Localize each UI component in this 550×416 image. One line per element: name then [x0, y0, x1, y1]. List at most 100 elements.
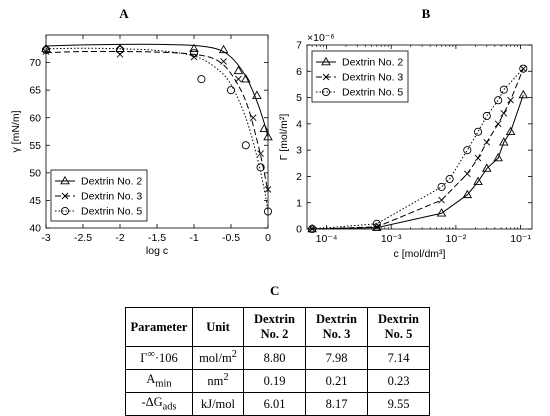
chart-a-series-line-1 — [45, 43, 269, 138]
header-dextrin-3-line2: No. 3 — [322, 327, 351, 341]
chart-a-point — [252, 90, 262, 99]
chart-b-point — [499, 85, 508, 94]
chart-a-legend-label: Dextrin No. 5 — [81, 206, 142, 218]
chart-a-y-axis-label: γ [mN/m] — [10, 110, 22, 152]
header-dextrin-3: Dextrin No. 3 — [305, 307, 368, 347]
chart-a-y-tick-label: 60 — [29, 112, 41, 124]
chart-b-legend-box — [311, 50, 409, 103]
chart-a-series-line-3 — [45, 47, 269, 212]
chart-b-legend-marker — [321, 87, 331, 97]
header-parameter: Parameter — [125, 307, 193, 347]
chart-b-point — [463, 170, 471, 178]
chart-b-point — [307, 223, 317, 233]
chart-b-point — [308, 224, 317, 234]
chart-a-point — [249, 114, 257, 122]
header-dextrin-5-line2: No. 5 — [384, 327, 413, 341]
param-amin: Amin — [125, 369, 193, 393]
chart-b-point — [519, 64, 528, 73]
chart-a-point — [189, 43, 199, 53]
panel-b-label: B — [422, 6, 431, 21]
value-cell: 0.23 — [367, 369, 430, 393]
chart-b-point — [437, 182, 446, 191]
chart-a-point — [220, 58, 227, 65]
chart-b-point — [462, 189, 473, 199]
chart-b-y-tick-label: 0 — [296, 224, 302, 236]
chart-a-legend-marker — [60, 175, 70, 185]
chart-a-y-tick-label: 55 — [29, 140, 41, 152]
chart-b-point — [436, 208, 447, 217]
chart-a-point — [235, 75, 242, 83]
chart-b-legend-label: Dextrin No. 3 — [342, 72, 403, 84]
chart-a-point — [259, 123, 270, 132]
chart-b-point — [438, 196, 445, 204]
chart-b-series-line-2 — [312, 68, 524, 230]
chart-a: -3 -2.5 -2 -1.5 -1 -0.5 0 40 45 50 55 60 65 70 Dextrin… — [10, 34, 273, 257]
chart-a-point — [41, 45, 51, 54]
chart-a-point — [257, 150, 264, 157]
chart-a-y-tick-label: 40 — [29, 223, 41, 235]
chart-a-legend-label: Dextrin No. 2 — [81, 176, 142, 188]
value-cell: 7.98 — [305, 346, 368, 370]
panel-a-label: A — [119, 6, 129, 21]
unit-cell: mol/m2 — [192, 346, 244, 370]
value-cell: 0.21 — [305, 369, 368, 393]
chart-b-point — [500, 110, 508, 117]
chart-a-point — [263, 131, 273, 141]
header-dextrin-5: Dextrin No. 5 — [367, 307, 430, 347]
chart-b-point — [493, 152, 503, 162]
chart-a-y-tick-label: 45 — [29, 195, 41, 207]
chart-a-y-tick-label: 70 — [29, 57, 41, 69]
chart-b-legend-marker — [322, 73, 330, 81]
chart-b-point — [483, 138, 491, 146]
chart-a-x-tick-label: 0 — [265, 232, 271, 244]
chart-a-point — [197, 75, 206, 84]
chart-b-point — [499, 137, 509, 146]
chart-b-y-tick-label: 1 — [296, 197, 302, 209]
chart-b-point — [445, 175, 454, 184]
chart-a-point — [241, 141, 250, 150]
chart-b-y-tick-label: 2 — [296, 171, 302, 183]
chart-b-x-tick-label: 10⁻³ — [381, 233, 402, 245]
param-delta-g: -ΔGads — [125, 392, 193, 416]
chart-b-point — [507, 96, 514, 104]
chart-b-point — [473, 176, 483, 185]
chart-b-series-line-3 — [312, 68, 524, 230]
chart-a-x-axis-label: log c — [146, 245, 168, 257]
chart-b-y-tick-label: 6 — [296, 66, 302, 78]
table-header-row: Parameter Unit Dextrin No. 2 Dextrin No. 3… — [125, 307, 430, 347]
header-dextrin-3-line1: Dextrin — [316, 312, 357, 326]
value-cell: 8.80 — [243, 346, 306, 370]
chart-a-x-tick-label: -2 — [115, 232, 124, 244]
value-cell: 0.19 — [243, 369, 306, 393]
unit-cell: kJ/mol — [192, 392, 244, 416]
parameter-table: Parameter Unit Dextrin No. 2 Dextrin No. 3… — [125, 307, 430, 416]
table-row: Amin nm2 0.19 0.21 0.23 — [125, 369, 430, 393]
chart-b-point — [481, 163, 492, 172]
chart-a-point — [189, 49, 199, 58]
chart-a-point — [233, 65, 244, 75]
chart-b-y-tick-label: 4 — [296, 118, 302, 130]
chart-a-point — [226, 86, 236, 95]
unit-cell: nm2 — [192, 369, 244, 393]
chart-a-x-tick-label: -0.5 — [222, 232, 240, 244]
chart-b-y-axis-label: Γ [mol/m²] — [278, 114, 290, 161]
chart-a-legend-marker — [60, 206, 70, 216]
value-cell: 8.17 — [305, 392, 368, 416]
value-cell: 9.55 — [367, 392, 430, 416]
chart-b-legend-label: Dextrin No. 2 — [342, 57, 403, 69]
chart-a-y-tick-label: 50 — [29, 167, 41, 179]
value-cell: 6.01 — [243, 392, 306, 416]
panel-c-label: C — [270, 283, 280, 298]
chart-b-y-multiplier: ×10⁻⁶ — [307, 32, 335, 44]
header-dextrin-2: Dextrin No. 2 — [243, 307, 306, 347]
chart-b-x-tick-label: 10⁻⁴ — [316, 233, 338, 245]
chart-b-y-tick-label: 3 — [296, 145, 302, 157]
header-dextrin-2-line1: Dextrin — [254, 312, 295, 326]
chart-a-point — [115, 45, 125, 54]
chart-a-point — [241, 74, 251, 83]
chart-b-point — [494, 96, 503, 105]
chart-b-x-tick-label: 10⁻¹ — [510, 233, 531, 245]
chart-a-x-tick-label: -2.5 — [74, 232, 92, 244]
chart-b-point — [482, 111, 491, 121]
